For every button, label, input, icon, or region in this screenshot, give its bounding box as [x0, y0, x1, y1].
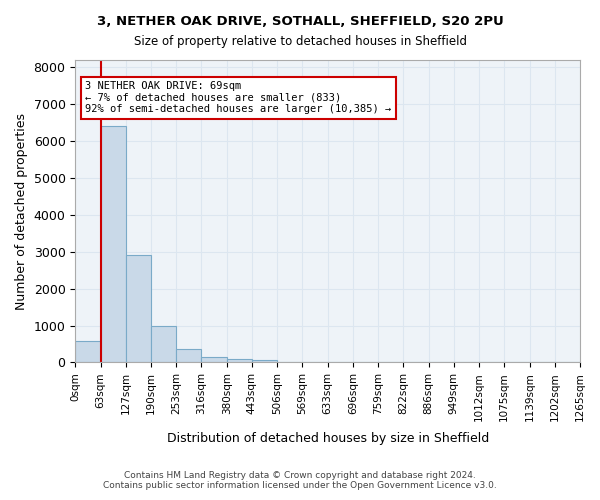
X-axis label: Distribution of detached houses by size in Sheffield: Distribution of detached houses by size … [167, 432, 489, 445]
Bar [227, 359, 252, 362]
Bar [151, 326, 176, 362]
Bar [101, 126, 126, 362]
Bar [126, 254, 151, 362]
Text: 3, NETHER OAK DRIVE, SOTHALL, SHEFFIELD, S20 2PU: 3, NETHER OAK DRIVE, SOTHALL, SHEFFIELD,… [97, 15, 503, 28]
Bar [75, 341, 101, 362]
Bar [202, 356, 227, 362]
Text: 3 NETHER OAK DRIVE: 69sqm
← 7% of detached houses are smaller (833)
92% of semi-: 3 NETHER OAK DRIVE: 69sqm ← 7% of detach… [85, 81, 392, 114]
Text: Contains HM Land Registry data © Crown copyright and database right 2024.
Contai: Contains HM Land Registry data © Crown c… [103, 470, 497, 490]
Bar [252, 360, 277, 362]
Text: Size of property relative to detached houses in Sheffield: Size of property relative to detached ho… [133, 35, 467, 48]
Bar [176, 349, 202, 362]
Y-axis label: Number of detached properties: Number of detached properties [15, 112, 28, 310]
